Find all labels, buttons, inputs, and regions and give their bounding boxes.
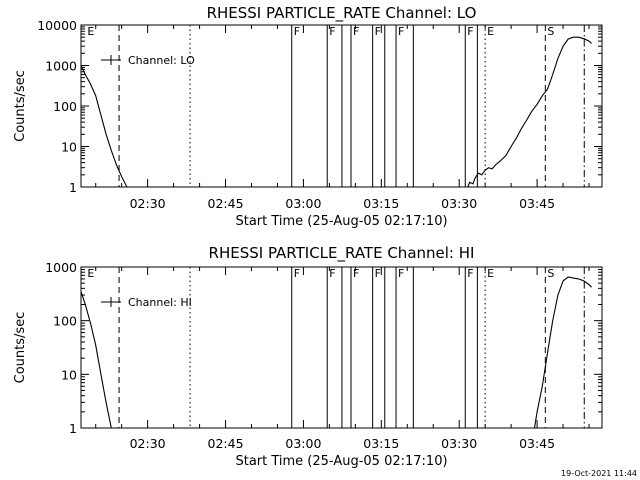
x-axis-label: Start Time (25-Aug-05 02:17:10) bbox=[235, 214, 447, 229]
series-line-segment-1 bbox=[81, 65, 128, 187]
x-tick-label: 03:15 bbox=[363, 196, 399, 211]
marker-label: F bbox=[375, 25, 381, 38]
legend: Channel: LO bbox=[101, 54, 195, 67]
marker-label: F bbox=[294, 267, 300, 280]
y-tick-label: 1000 bbox=[45, 59, 77, 74]
marker-label: F bbox=[329, 25, 335, 38]
y-tick-label: 10000 bbox=[37, 18, 77, 33]
marker-label: F bbox=[375, 267, 381, 280]
chart-panel-2: RHESSI PARTICLE_RATE Channel: HI 1 10 100 10… bbox=[13, 244, 603, 469]
y-axis-label: Counts/sec bbox=[13, 312, 28, 384]
series-lines bbox=[81, 276, 592, 428]
legend-label: Channel: LO bbox=[128, 54, 195, 67]
y-tick-label: 10 bbox=[61, 367, 77, 382]
x-tick-label: 03:00 bbox=[285, 436, 321, 451]
series-line-segment-2 bbox=[533, 276, 592, 428]
y-tick-label: 1 bbox=[69, 421, 77, 436]
y-tick-label: 1 bbox=[69, 180, 77, 195]
legend-label: Channel: HI bbox=[128, 296, 192, 309]
chart-panel-1: RHESSI PARTICLE_RATE Channel: LO 1 10 100 10… bbox=[13, 4, 603, 229]
timestamp-footer: 19-Oct-2021 11:44 bbox=[561, 469, 637, 478]
x-tick-label: 02:30 bbox=[130, 196, 166, 211]
marker-label: E bbox=[87, 267, 94, 280]
marker-label: F bbox=[294, 25, 300, 38]
x-tick-label: 03:00 bbox=[285, 196, 321, 211]
series-lines bbox=[81, 36, 592, 187]
y-tick-label: 10 bbox=[61, 140, 77, 155]
x-tick-label: 02:45 bbox=[208, 196, 244, 211]
series-line-segment-2 bbox=[467, 36, 592, 187]
marker-label: S bbox=[547, 25, 554, 38]
x-axis: 02:30 02:45 03:00 03:15 03:30 03:45 bbox=[95, 25, 590, 211]
y-axis: 1 10 100 1000 bbox=[45, 260, 602, 436]
marker-label: F bbox=[329, 267, 335, 280]
x-tick-label: 03:15 bbox=[363, 436, 399, 451]
y-axis-label: Counts/sec bbox=[13, 70, 28, 142]
chart-title: RHESSI PARTICLE_RATE Channel: LO bbox=[207, 4, 477, 23]
x-axis: 02:30 02:45 03:00 03:15 03:30 03:45 bbox=[95, 267, 590, 451]
y-axis: 1 10 100 1000 10000 bbox=[37, 18, 602, 195]
series-line-segment-1 bbox=[81, 291, 112, 428]
marker-label: F bbox=[467, 267, 473, 280]
legend: Channel: HI bbox=[101, 296, 192, 309]
marker-label: F bbox=[398, 267, 404, 280]
x-tick-label: 03:45 bbox=[519, 196, 555, 211]
x-axis-label: Start Time (25-Aug-05 02:17:10) bbox=[235, 454, 447, 469]
marker-label: E bbox=[487, 267, 494, 280]
x-tick-label: 03:30 bbox=[441, 196, 477, 211]
marker-label: E bbox=[487, 25, 494, 38]
marker-label: F bbox=[398, 25, 404, 38]
y-tick-label: 100 bbox=[53, 314, 77, 329]
y-tick-label: 100 bbox=[53, 99, 77, 114]
chart-title: RHESSI PARTICLE_RATE Channel: HI bbox=[209, 244, 475, 263]
x-tick-label: 02:30 bbox=[130, 436, 166, 451]
marker-label: F bbox=[467, 25, 473, 38]
marker-label: F bbox=[353, 25, 359, 38]
x-tick-label: 02:45 bbox=[208, 436, 244, 451]
x-tick-label: 03:30 bbox=[441, 436, 477, 451]
marker-label: E bbox=[87, 25, 94, 38]
marker-label: F bbox=[353, 267, 359, 280]
marker-label: S bbox=[547, 267, 554, 280]
x-tick-label: 03:45 bbox=[519, 436, 555, 451]
y-tick-label: 1000 bbox=[45, 260, 77, 275]
